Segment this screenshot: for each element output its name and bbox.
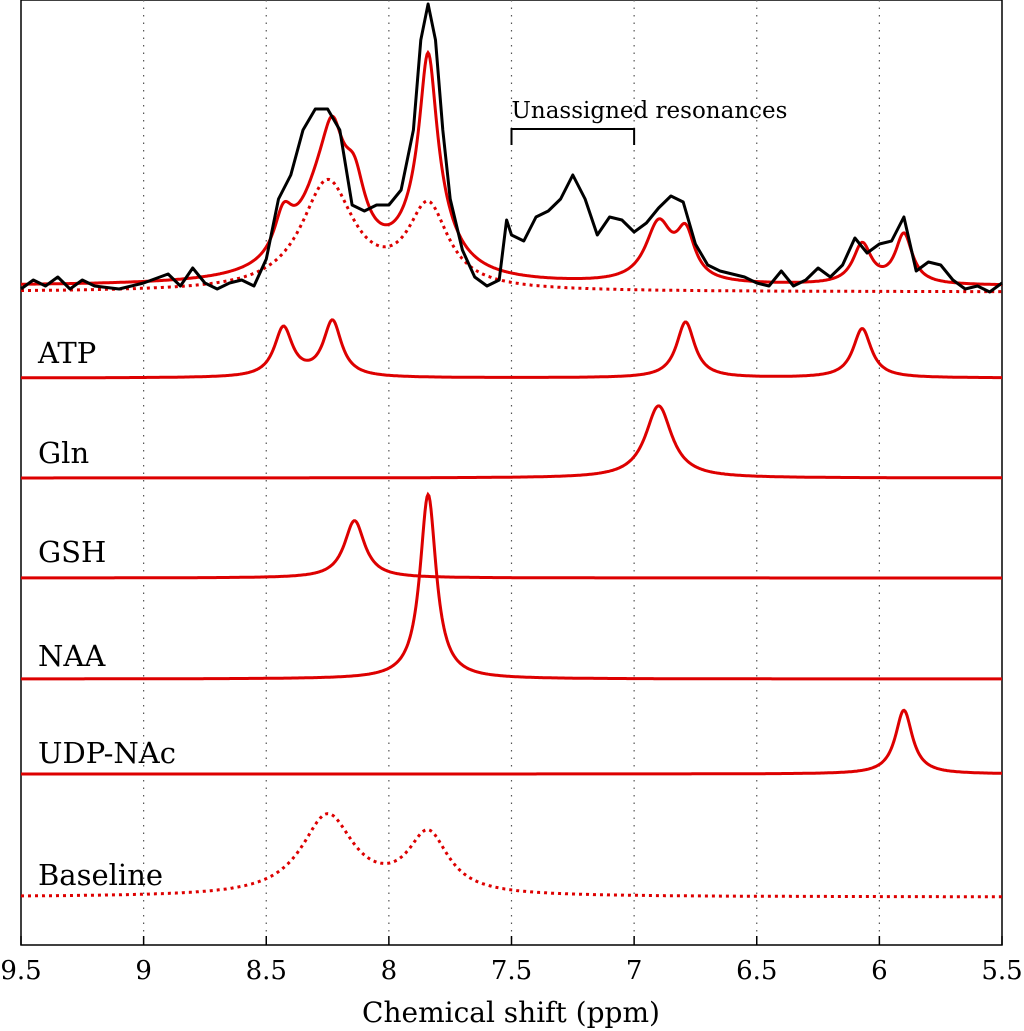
series-baseline-fit — [20, 177, 1002, 294]
component-trace-gsh — [21, 519, 1002, 580]
x-tick-label: 7 — [626, 956, 643, 986]
x-tick-label: 9.5 — [0, 956, 41, 986]
component-label: GSH — [38, 535, 106, 569]
x-axis-label: Chemical shift (ppm) — [362, 996, 660, 1029]
series-measured-spectrum — [20, 2, 1003, 294]
component-trace-baseline — [21, 812, 1002, 899]
component-label: Gln — [38, 436, 89, 470]
component-trace-gln — [21, 404, 1002, 480]
component-trace-atp — [21, 318, 1002, 380]
x-axis-ticks: 9.5 9 8.5 8 7.5 7 6.5 6 5.5 — [0, 936, 1023, 986]
x-tick-label: 8 — [381, 956, 398, 986]
component-label: ATP — [37, 336, 96, 370]
component-trace-naa — [21, 491, 1002, 681]
x-tick-label: 5.5 — [981, 956, 1022, 986]
component-labels: ATP Gln GSH NAA UDP-NAc Baseline — [37, 336, 176, 892]
unassigned-annotation: Unassigned resonances — [510, 98, 788, 145]
component-label: UDP-NAc — [38, 736, 176, 770]
series-total-fit — [21, 49, 1002, 287]
grid-lines — [143, 0, 880, 945]
annotation-bracket — [510, 128, 636, 145]
component-trace-udp-nac — [21, 708, 1002, 776]
x-tick-label: 9 — [135, 956, 152, 986]
x-tick-label: 6.5 — [736, 956, 777, 986]
x-tick-label: 6 — [871, 956, 888, 986]
component-label: NAA — [38, 639, 106, 673]
annotation-label: Unassigned resonances — [512, 98, 788, 124]
series-layer — [20, 2, 1003, 899]
x-tick-label: 8.5 — [246, 956, 287, 986]
component-label: Baseline — [38, 858, 163, 892]
x-tick-label: 7.5 — [491, 956, 532, 986]
